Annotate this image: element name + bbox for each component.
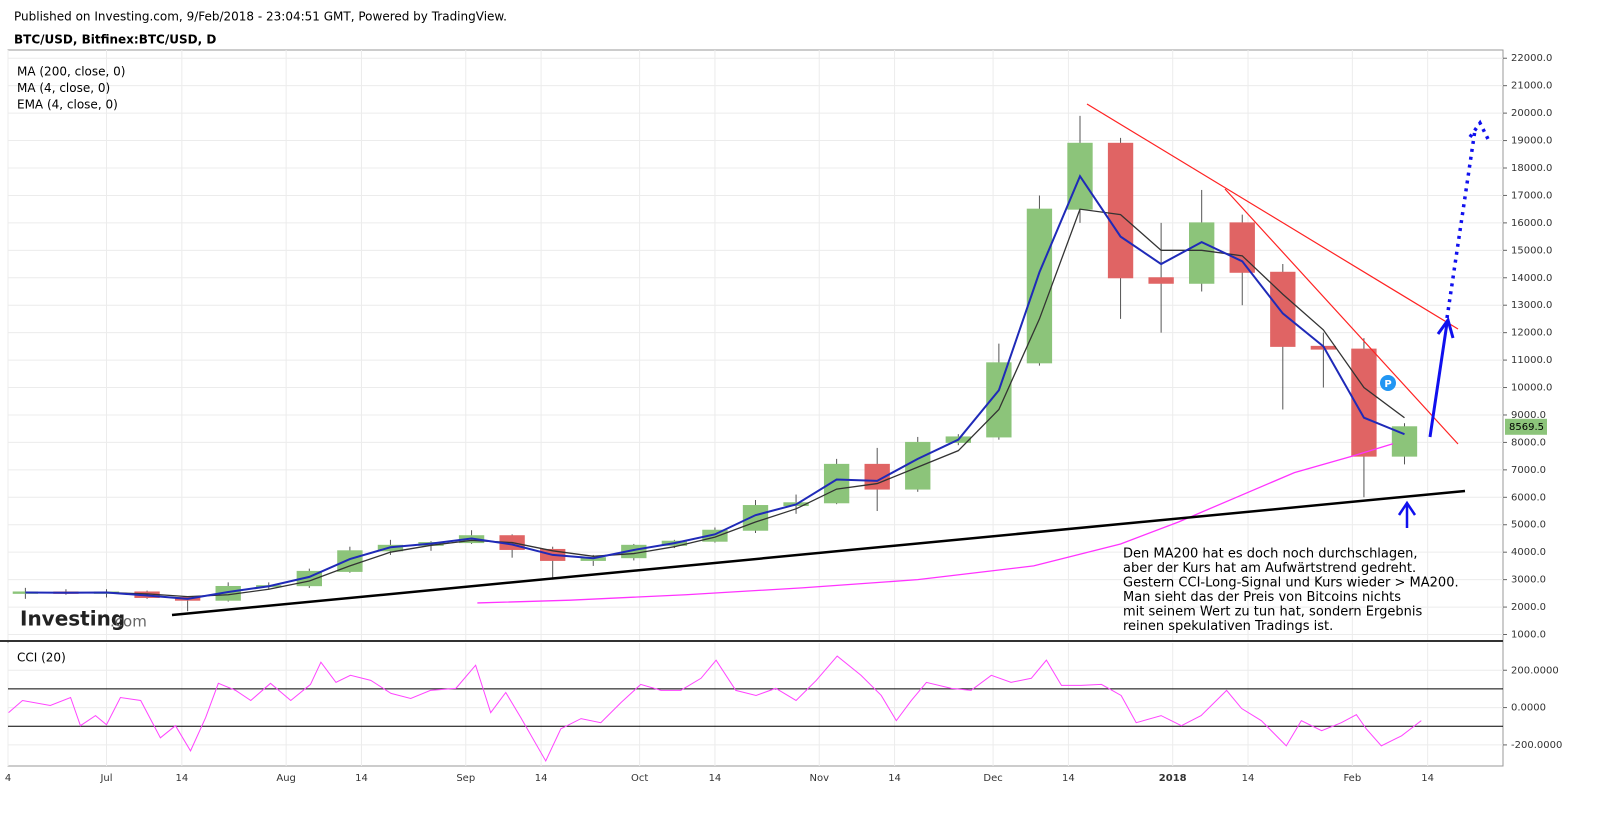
last-price-label: 8569.5 bbox=[1509, 422, 1544, 433]
candle-body bbox=[905, 441, 931, 490]
x-tick-label: 14 bbox=[535, 773, 548, 784]
candle-body bbox=[1107, 142, 1134, 279]
dotted-arrow bbox=[1445, 129, 1477, 319]
y-tick-label: 17000.0 bbox=[1511, 190, 1552, 201]
panel-title: CCI (20) bbox=[17, 651, 66, 665]
x-tick-label: 14 bbox=[355, 773, 368, 784]
y-tick-label: -200.0000 bbox=[1511, 740, 1562, 751]
y-tick-label: 0.0000 bbox=[1511, 703, 1546, 714]
cci-line bbox=[8, 655, 1422, 763]
logo-suffix: .com bbox=[110, 613, 147, 631]
y-tick-label: 8000.0 bbox=[1511, 437, 1546, 448]
annotation-line: Den MA200 hat es doch noch durchschlagen… bbox=[1123, 547, 1418, 562]
candle-body bbox=[337, 550, 363, 572]
arrow bbox=[1428, 322, 1449, 438]
candle-body bbox=[702, 529, 728, 542]
logo: Investing bbox=[20, 607, 125, 631]
x-tick-label: 14 bbox=[888, 773, 901, 784]
annotation-line: Man sieht das der Preis von Bitcoins nic… bbox=[1123, 590, 1401, 605]
y-tick-label: 9000.0 bbox=[1511, 410, 1546, 421]
annotation-line: reinen spekulativen Tradings ist. bbox=[1123, 619, 1333, 634]
x-tick-label: Nov bbox=[809, 773, 829, 784]
y-tick-label: 5000.0 bbox=[1511, 520, 1546, 531]
x-tick-label: Feb bbox=[1343, 773, 1361, 784]
y-tick-label: 6000.0 bbox=[1511, 492, 1546, 503]
indicator-line bbox=[25, 174, 1405, 600]
y-tick-label: 20000.0 bbox=[1511, 108, 1552, 119]
support-trendline bbox=[171, 489, 1466, 617]
y-tick-label: 12000.0 bbox=[1511, 328, 1552, 339]
annotation-line: mit seinem Wert zu tun hat, sondern Erge… bbox=[1123, 605, 1422, 620]
published-note: Published on Investing.com, 9/Feb/2018 -… bbox=[14, 10, 507, 24]
candle-body bbox=[1229, 222, 1255, 273]
x-tick-label: 4 bbox=[5, 773, 11, 784]
arrow-head bbox=[1436, 316, 1455, 339]
x-tick-label: 14 bbox=[1062, 773, 1075, 784]
y-tick-label: 15000.0 bbox=[1511, 245, 1552, 256]
up-arrow bbox=[1397, 500, 1417, 528]
plot-frame bbox=[7, 49, 1504, 767]
y-tick-label: 2000.0 bbox=[1511, 602, 1546, 613]
x-tick-label: Sep bbox=[456, 773, 475, 784]
y-tick-label: 18000.0 bbox=[1511, 163, 1552, 174]
candle-body bbox=[742, 505, 769, 531]
y-tick-label: 3000.0 bbox=[1511, 575, 1546, 586]
y-tick-label: 16000.0 bbox=[1511, 218, 1552, 229]
candle-body bbox=[1270, 271, 1296, 347]
x-tick-label: 14 bbox=[1242, 773, 1255, 784]
x-tick-label: Jul bbox=[99, 773, 112, 784]
marker-icon bbox=[1380, 375, 1396, 391]
last-price-box bbox=[1505, 418, 1547, 435]
resistance-trendline bbox=[1086, 103, 1459, 330]
annotation-line: aber der Kurs hat am Aufwärtstrend gedre… bbox=[1123, 561, 1416, 576]
y-tick-label: 200.0000 bbox=[1511, 665, 1559, 676]
legend-entry: EMA (4, close, 0) bbox=[17, 98, 118, 112]
candle-body bbox=[1189, 222, 1215, 284]
resistance-trendline bbox=[1224, 188, 1459, 445]
indicator-line bbox=[477, 443, 1394, 604]
y-tick-label: 19000.0 bbox=[1511, 136, 1552, 147]
y-tick-label: 14000.0 bbox=[1511, 273, 1552, 284]
legend-entry: MA (200, close, 0) bbox=[17, 65, 125, 79]
legend-entry: MA (4, close, 0) bbox=[17, 81, 110, 95]
y-tick-label: 7000.0 bbox=[1511, 465, 1546, 476]
x-tick-label: 14 bbox=[709, 773, 722, 784]
candle-body bbox=[1148, 277, 1174, 284]
symbol-title: BTC/USD, Bitfinex:BTC/USD, D bbox=[14, 33, 216, 47]
x-tick-label: 2018 bbox=[1159, 773, 1187, 784]
y-tick-label: 13000.0 bbox=[1511, 300, 1552, 311]
y-tick-label: 1000.0 bbox=[1511, 630, 1546, 641]
y-tick-label: 11000.0 bbox=[1511, 355, 1552, 366]
dotted-arrow-head bbox=[1468, 119, 1490, 140]
x-tick-label: 14 bbox=[175, 773, 188, 784]
y-tick-label: 21000.0 bbox=[1511, 81, 1552, 92]
x-tick-label: 14 bbox=[1421, 773, 1434, 784]
y-tick-label: 10000.0 bbox=[1511, 383, 1552, 394]
annotation-line: Gestern CCI-Long-Signal und Kurs wieder … bbox=[1123, 576, 1459, 591]
marker-icon-label: P bbox=[1384, 379, 1391, 390]
x-tick-label: Dec bbox=[983, 773, 1002, 784]
indicator-line bbox=[25, 208, 1405, 598]
x-tick-label: Oct bbox=[631, 773, 648, 784]
y-tick-label: 22000.0 bbox=[1511, 53, 1552, 64]
candle-body bbox=[1026, 208, 1053, 364]
x-tick-label: Aug bbox=[276, 773, 296, 784]
y-tick-label: 4000.0 bbox=[1511, 547, 1546, 558]
